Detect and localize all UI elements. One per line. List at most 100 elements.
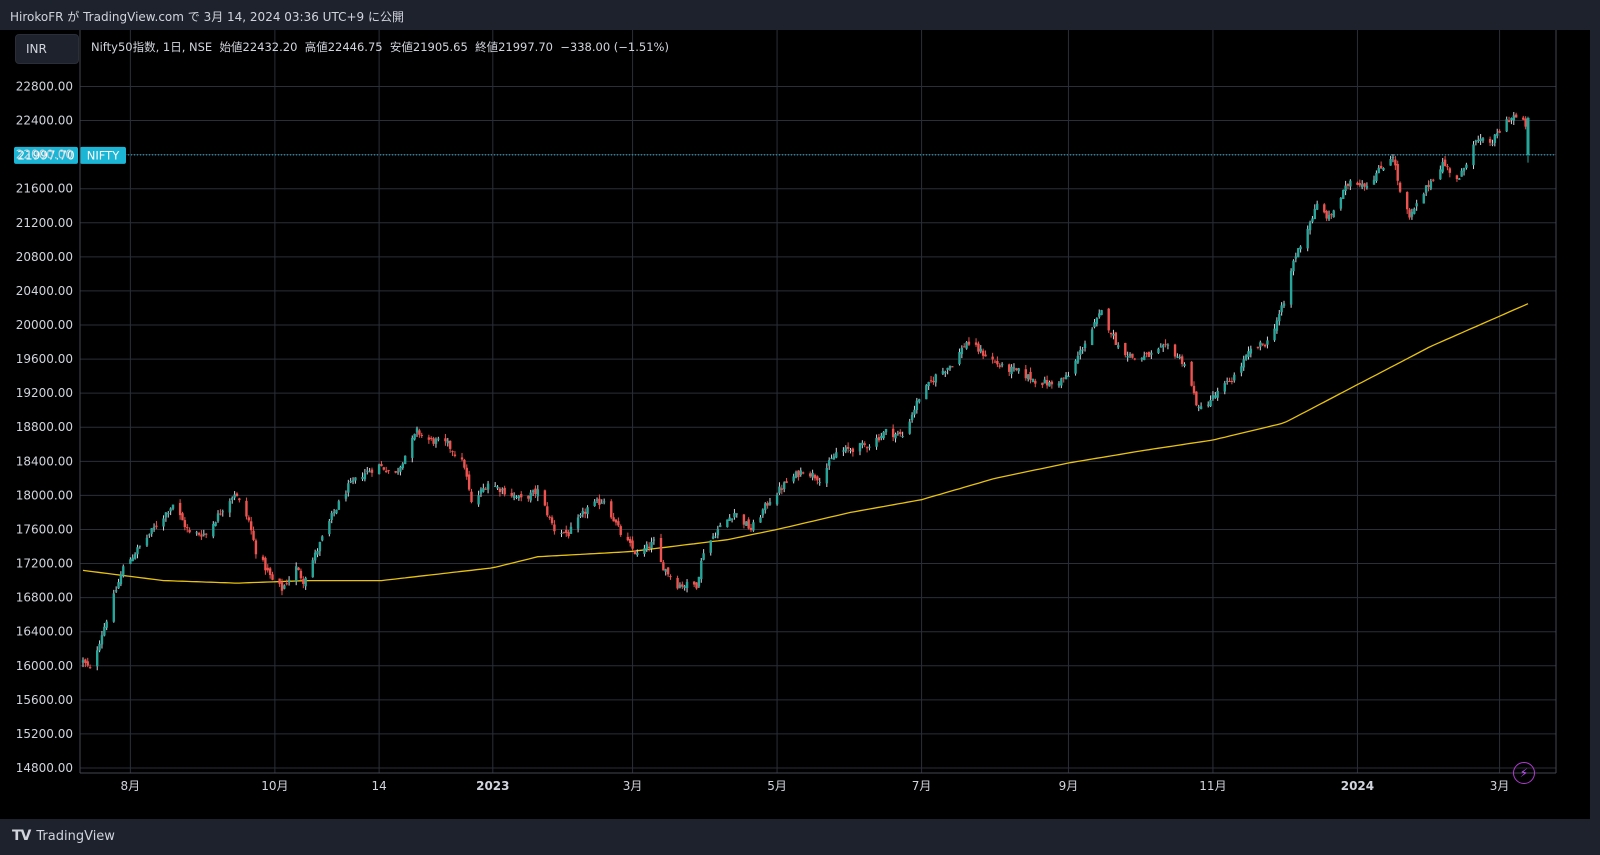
candle-body	[868, 446, 871, 448]
candle-body	[294, 566, 298, 582]
candle-body	[813, 474, 817, 479]
candle-body	[401, 463, 404, 468]
candle-body	[747, 519, 750, 529]
candle-body	[349, 481, 352, 483]
candle-body	[183, 520, 187, 528]
candle-body	[629, 539, 632, 543]
candle-body	[1223, 383, 1226, 392]
candle-body	[1114, 332, 1118, 345]
candle-body	[152, 527, 156, 529]
candle-body	[366, 470, 369, 472]
candle-body	[929, 380, 933, 382]
candle-body	[967, 341, 971, 345]
currency-button[interactable]: INR	[15, 34, 79, 64]
y-tick-label: 21600.00	[16, 182, 73, 196]
candle-body	[726, 519, 729, 528]
y-tick-label: 19600.00	[16, 352, 73, 366]
candle-body	[913, 409, 916, 415]
candle-body	[846, 446, 850, 449]
candle-body	[1197, 406, 1200, 408]
candle-body	[129, 559, 132, 565]
candle-body	[742, 514, 746, 525]
candle-body	[884, 429, 888, 433]
candle-body	[749, 527, 753, 531]
candle-body	[633, 550, 637, 554]
candle-body	[1256, 346, 1260, 348]
candle-body	[396, 471, 400, 473]
candle-body	[122, 566, 125, 576]
x-tick-label: 7月	[912, 779, 932, 793]
candle-body	[1297, 248, 1300, 258]
candle-body	[434, 439, 438, 444]
candle-body	[569, 526, 573, 534]
candle-body	[1472, 144, 1475, 166]
candle-body	[1150, 352, 1153, 355]
candle-body	[186, 527, 189, 529]
candle-body	[1278, 313, 1281, 322]
candle-body	[1330, 214, 1333, 216]
candle-body	[1010, 366, 1013, 375]
candle-body	[1098, 313, 1101, 317]
candle-body	[1282, 303, 1286, 306]
candle-body	[136, 547, 139, 555]
candle-body	[910, 414, 914, 421]
candle-body	[778, 486, 781, 494]
y-tick-label: 17200.00	[16, 557, 73, 571]
candle-body	[216, 513, 220, 522]
candle-body	[1342, 190, 1345, 199]
candle-body	[1379, 165, 1383, 169]
candle-body	[730, 518, 734, 520]
candle-body	[318, 541, 322, 552]
candle-body	[363, 473, 367, 480]
legend-high: 22446.75	[327, 40, 383, 54]
tradingview-logo[interactable]: TV TradingView	[12, 828, 115, 844]
price-chart[interactable]: 21997.70 NIFTY 22800.0022400.0022000.0021…	[0, 30, 1590, 819]
candle-body	[119, 574, 123, 585]
candle-body	[543, 490, 547, 506]
lightning-icon[interactable]: ⚡	[1513, 762, 1535, 784]
candle-body	[1315, 203, 1319, 210]
candle-body	[842, 450, 845, 452]
candle-body	[171, 504, 175, 509]
legend-change: −338.00 (−1.51%)	[560, 40, 669, 54]
candle-body	[1012, 367, 1016, 369]
candle-body	[1081, 349, 1084, 351]
candle-body	[453, 454, 457, 456]
candle-body	[896, 433, 900, 435]
x-tick-label: 14	[371, 779, 386, 793]
candle-body	[1455, 175, 1459, 180]
candle-body	[299, 570, 303, 579]
candle-body	[941, 371, 945, 374]
candle-body	[1048, 382, 1051, 387]
candle-body	[1240, 366, 1243, 373]
chart-area[interactable]	[0, 30, 1590, 819]
candle-body	[1439, 169, 1442, 180]
candle-body	[1507, 120, 1511, 123]
candle-body	[1131, 353, 1134, 358]
y-tick-label: 22000.00	[16, 148, 73, 162]
candle-body	[567, 532, 570, 537]
candle-body	[1166, 344, 1170, 346]
candle-body	[944, 371, 947, 374]
candle-body	[503, 487, 506, 495]
candle-body	[446, 440, 450, 444]
candle-body	[515, 496, 518, 498]
candle-body	[1477, 140, 1480, 142]
candle-body	[998, 365, 1001, 367]
candle-body	[1216, 390, 1219, 398]
candle-body	[520, 494, 523, 498]
candle-body	[1462, 167, 1466, 172]
candle-body	[266, 567, 269, 571]
candle-body	[100, 635, 104, 645]
candle-body	[178, 502, 182, 516]
candle-body	[254, 540, 258, 555]
candle-body	[316, 550, 319, 555]
candle-body	[960, 347, 964, 355]
candle-body	[1522, 117, 1525, 120]
candle-body	[249, 521, 253, 531]
candles	[81, 111, 1530, 671]
candle-body	[1413, 208, 1416, 214]
candle-body	[811, 472, 814, 478]
candle-body	[1225, 380, 1229, 382]
candle-body	[1045, 380, 1049, 386]
